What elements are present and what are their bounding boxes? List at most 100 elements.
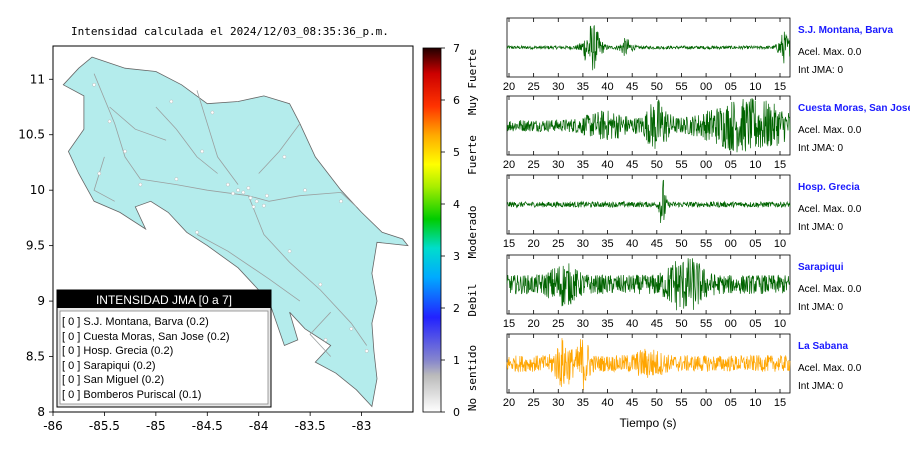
map-x-tick-label: -83 (352, 419, 372, 433)
road-line (196, 234, 301, 302)
city-dot (251, 204, 256, 209)
seismogram-tick-label: 35 (577, 397, 589, 409)
station-name: Cuesta Moras, San Jose (798, 103, 910, 114)
map-y-tick-label: 8.5 (26, 350, 45, 364)
colorbar-tick-label: 5 (453, 146, 460, 159)
station-int: Int JMA: 0 (798, 381, 843, 392)
seismogram-tick-label: 45 (626, 81, 638, 93)
seismogram-tick-label: 05 (749, 318, 761, 330)
city-dot (248, 196, 253, 200)
map-y-tick-label: 10.5 (18, 128, 45, 142)
seismogram-tick-label: 05 (725, 397, 737, 409)
city-dot (246, 186, 251, 190)
city-dot (318, 282, 323, 287)
intensity-legend: INTENSIDAD JMA [0 a 7] [ 0 ] S.J. Montan… (56, 289, 272, 408)
seismogram-tick-label: 55 (700, 318, 712, 330)
seismogram-tick-label: 25 (528, 81, 540, 93)
city-dot (262, 203, 266, 208)
seismogram-trace (506, 338, 791, 391)
seismogram-tick-label: 35 (601, 238, 613, 250)
seismogram-tick-label: 15 (774, 397, 786, 409)
seismogram-tick-label: 00 (725, 318, 737, 330)
seismogram-tick-label: 30 (577, 318, 589, 330)
seismogram-tick-label: 25 (528, 397, 540, 409)
seismogram-tick-label: 20 (503, 397, 515, 409)
seismogram-tick-label: 15 (503, 318, 515, 330)
seismogram-panels: 20 25 30 35 40 45 50 55 00 05 10 15 S.J. Montana, Ba… (503, 17, 910, 409)
seismogram-tick-label: 00 (700, 159, 712, 171)
city-dot (241, 190, 246, 195)
colorbar-tick-label: 1 (453, 354, 460, 367)
station-name: Sarapiqui (798, 262, 844, 273)
station-int: Int JMA: 0 (798, 302, 843, 313)
colorbar-tick-label: 3 (453, 250, 460, 263)
station-name: Hosp. Grecia (798, 182, 860, 193)
seismogram-panel: 20 25 30 35 40 45 50 55 00 05 10 15 La Sabana Acel. M… (503, 333, 862, 409)
seismogram-tick-label: 05 (725, 81, 737, 93)
city-dot (254, 199, 259, 204)
city-dot (364, 349, 369, 353)
seismogram-tick-label: 20 (528, 318, 540, 330)
seismogram-panel: 20 25 30 35 40 45 50 55 00 05 10 15 Cuesta Moras, Sa… (503, 95, 910, 171)
map-x-tick-label: -85 (146, 419, 166, 433)
legend-item: [ 0 ] Cuesta Moras, San Jose (0.2) (62, 331, 230, 343)
city-dot (323, 338, 328, 342)
seismogram-tick-label: 15 (774, 159, 786, 171)
seismogram-tick-label: 40 (601, 397, 613, 409)
colorbar-tick-label: 2 (453, 302, 460, 315)
category-debil: Debil (466, 283, 479, 316)
colorbar-ticks: 7 6 5 4 3 2 1 0 (441, 42, 460, 419)
city-dot (92, 83, 96, 87)
city-dot (226, 182, 230, 187)
map-x-tick-label: -84.5 (192, 419, 223, 433)
intensity-colorbar: 7 6 5 4 3 2 1 0 Muy Fuerte Fuerte Moderado Debi… (422, 42, 479, 419)
seismogram-tick-label: 55 (675, 397, 687, 409)
seismogram-tick-label: 35 (577, 159, 589, 171)
seismogram-tick-label: 35 (601, 318, 613, 330)
legend-item: [ 0 ] Bomberos Puriscal (0.1) (62, 389, 201, 401)
seismogram-tick-label: 10 (749, 159, 761, 171)
category-no-sentido: No sentido (466, 345, 479, 411)
seismogram-tick-label: 55 (675, 159, 687, 171)
seismogram-tick-label: 20 (528, 238, 540, 250)
legend-title: INTENSIDAD JMA [0 a 7] (96, 293, 232, 307)
seismogram-panel: 20 25 30 35 40 45 50 55 00 05 10 15 S.J. Montana, Ba… (503, 17, 893, 93)
seismogram-tick-label: 10 (774, 318, 786, 330)
seismogram-tick-label: 20 (503, 159, 515, 171)
seismogram-tick-label: 45 (651, 318, 663, 330)
seismogram-trace (506, 98, 791, 153)
road-network (93, 73, 368, 357)
station-acel: Acel. Max. 0.0 (798, 284, 862, 295)
city-dot (174, 177, 179, 181)
city-dot (195, 230, 199, 235)
seismogram-tick-label: 55 (675, 81, 687, 93)
seismogram-tick-label: 00 (700, 397, 712, 409)
seismogram-tick-label: 45 (651, 238, 663, 250)
road-line (248, 195, 368, 346)
city-dot (97, 171, 102, 176)
road-line (109, 106, 167, 141)
colorbar-scale (422, 47, 442, 413)
station-name: S.J. Montana, Barva (798, 25, 893, 36)
seismogram-panel: 15 20 25 30 35 40 45 50 55 00 05 10 Hosp. Grecia Acel… (503, 174, 862, 250)
road-line (93, 156, 115, 202)
city-dot (339, 199, 343, 204)
map-x-tick-label: -84 (249, 419, 269, 433)
seismogram-tick-label: 30 (552, 159, 564, 171)
seismogram-tick-label: 20 (503, 81, 515, 93)
category-moderado: Moderado (466, 206, 479, 259)
map-title: Intensidad calculada el 2024/12/03_08:35… (71, 25, 389, 38)
station-acel: Acel. Max. 0.0 (798, 47, 862, 58)
seismogram-tick-label: 50 (651, 81, 663, 93)
map-y-tick-label: 9 (37, 294, 45, 308)
station-int: Int JMA: 0 (798, 143, 843, 154)
map-x-tick-label: -86 (43, 419, 63, 433)
seismogram-panel: 15 20 25 30 35 40 45 50 55 00 05 10 Sarapiqui Acel. M… (503, 254, 862, 330)
seismogram-tick-label: 30 (552, 81, 564, 93)
city-markers (92, 83, 369, 353)
seismogram-tick-label: 40 (601, 159, 613, 171)
city-dot (282, 155, 287, 159)
land-polygon (62, 56, 409, 408)
category-fuerte: Fuerte (466, 135, 479, 175)
seismogram-tick-label: 05 (725, 159, 737, 171)
